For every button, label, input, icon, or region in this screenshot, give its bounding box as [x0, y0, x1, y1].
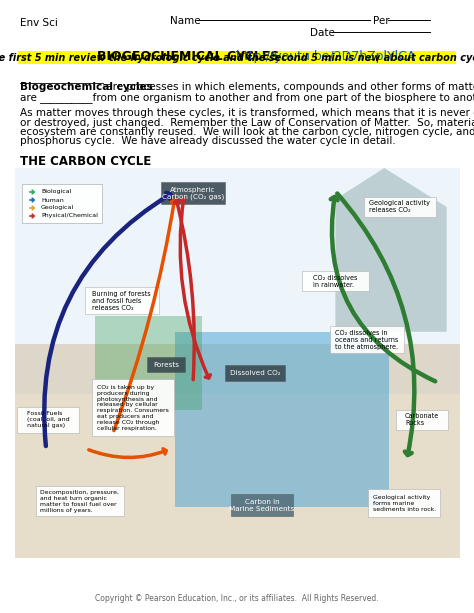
FancyBboxPatch shape [147, 357, 185, 373]
Text: Atmospheric
Carbon (CO₂ gas): Atmospheric Carbon (CO₂ gas) [162, 186, 224, 200]
FancyBboxPatch shape [92, 379, 174, 436]
Text: are __________from one organism to another and from one part of the biosphere to: are __________from one organism to anoth… [20, 92, 474, 103]
FancyBboxPatch shape [329, 326, 403, 353]
FancyBboxPatch shape [396, 409, 448, 430]
Text: Name: Name [170, 16, 204, 26]
Text: Forests: Forests [153, 362, 179, 368]
Text: CO₂ dissolves
in rainwater.: CO₂ dissolves in rainwater. [313, 275, 357, 287]
FancyBboxPatch shape [36, 487, 124, 516]
FancyBboxPatch shape [18, 406, 79, 433]
Text: BIOGEOCHEMICAL CYCLES: BIOGEOCHEMICAL CYCLES [97, 50, 279, 63]
Text: THE CARBON CYCLE: THE CARBON CYCLE [20, 155, 151, 168]
Text: Carbon in
Marine Sediments: Carbon in Marine Sediments [229, 499, 295, 512]
FancyBboxPatch shape [302, 271, 369, 291]
FancyBboxPatch shape [161, 182, 225, 204]
Text: Per: Per [373, 16, 390, 26]
Polygon shape [175, 332, 389, 508]
Text: Burning of forests
and fossil fuels
releases CO₂: Burning of forests and fossil fuels rele… [92, 291, 151, 311]
FancyBboxPatch shape [364, 197, 436, 217]
FancyBboxPatch shape [231, 494, 293, 516]
Text: phosphorus cycle.  We have already discussed the water cycle in detail.: phosphorus cycle. We have already discus… [20, 137, 396, 147]
Text: ecosystem are constantly reused.  We will look at the carbon cycle, nitrogen cyc: ecosystem are constantly reused. We will… [20, 127, 474, 137]
FancyBboxPatch shape [85, 287, 159, 314]
Text: Carbonate
Rocks: Carbonate Rocks [405, 413, 439, 426]
FancyBboxPatch shape [18, 51, 456, 64]
Text: Decomposition, pressure,
and heat turn organic
matter to fossil fuel over
millio: Decomposition, pressure, and heat turn o… [40, 490, 119, 512]
Text: Fossil Fuels
(coal, oil, and
natural gas): Fossil Fuels (coal, oil, and natural gas… [27, 411, 70, 428]
FancyBboxPatch shape [368, 489, 440, 517]
FancyBboxPatch shape [22, 184, 102, 223]
Polygon shape [95, 316, 202, 410]
Text: or destroyed, just changed.  Remember the Law of Conservation of Matter.  So, ma: or destroyed, just changed. Remember the… [20, 118, 474, 128]
Text: Geological: Geological [41, 205, 74, 210]
Text: are processes in which elements, compounds and other forms of matter: are processes in which elements, compoun… [103, 82, 474, 92]
Text: http://youtu.be/2D7hZplYlCA: http://youtu.be/2D7hZplYlCA [228, 50, 415, 63]
Text: Geological activity
releases CO₂: Geological activity releases CO₂ [369, 200, 430, 213]
Polygon shape [336, 168, 447, 332]
Text: Biological: Biological [41, 189, 72, 194]
Text: Geological activity
forms marine
sediments into rock.: Geological activity forms marine sedimen… [373, 495, 436, 512]
Text: CO₂ dissolves in
oceans and returns
to the atmosphere.: CO₂ dissolves in oceans and returns to t… [335, 330, 398, 349]
Polygon shape [15, 343, 460, 558]
Text: Date: Date [310, 28, 335, 38]
Text: Biogeochemical cycles: Biogeochemical cycles [20, 82, 153, 92]
Text: As matter moves through these cycles, it is transformed, which means that it is : As matter moves through these cycles, it… [20, 108, 474, 118]
Text: Copyright © Pearson Education, Inc., or its affiliates.  All Rights Reserved.: Copyright © Pearson Education, Inc., or … [95, 594, 379, 603]
FancyBboxPatch shape [225, 365, 285, 381]
Text: Dissolved CO₂: Dissolved CO₂ [230, 370, 281, 376]
Text: CO₂ is taken up by
producers during
photosynthesis and
released by cellular
resp: CO₂ is taken up by producers during phot… [97, 385, 169, 431]
Text: Physical/Chemical: Physical/Chemical [41, 213, 98, 218]
Text: Env Sci: Env Sci [20, 18, 58, 28]
Text: The first 5 min review the hydrologic cycle and the second 5 min is new about ca: The first 5 min review the hydrologic cy… [0, 53, 474, 63]
Polygon shape [15, 168, 460, 394]
Text: Human: Human [41, 197, 64, 202]
